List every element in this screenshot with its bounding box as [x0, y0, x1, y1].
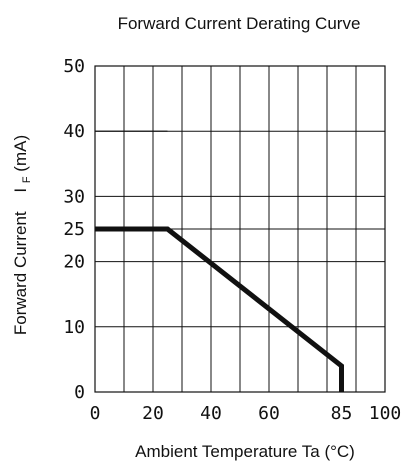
- x-tick-label: 60: [258, 403, 280, 424]
- plot-area: 0 20 40 60 85 100 0 10 20 25 30 40 50: [63, 56, 401, 424]
- x-tick-label: 0: [90, 403, 101, 424]
- x-tick-label: 85: [331, 403, 353, 424]
- svg-text:Forward Current I: Forward Current I F (mA): [11, 135, 34, 335]
- y-axis-label-symbol: I: [11, 188, 30, 193]
- y-axis-label-main: Forward Current: [11, 211, 30, 335]
- y-tick-label: 50: [63, 56, 85, 77]
- y-tick-label: 0: [74, 382, 85, 403]
- chart-title: Forward Current Derating Curve: [118, 14, 361, 33]
- y-tick-label: 20: [63, 252, 85, 273]
- x-tick-label: 20: [142, 403, 164, 424]
- y-axis-label-subscript: F: [21, 176, 33, 183]
- y-axis-label-unit: (mA): [11, 135, 30, 172]
- y-tick-label: 10: [63, 317, 85, 338]
- y-tick-label: 25: [63, 219, 85, 240]
- y-tick-label: 30: [63, 186, 85, 207]
- y-axis-label: Forward Current I F (mA): [11, 135, 34, 335]
- x-axis-label: Ambient Temperature Ta (°C): [135, 442, 355, 461]
- y-tick-label: 40: [63, 121, 85, 142]
- derating-curve: [95, 226, 344, 392]
- x-tick-label: 100: [369, 403, 402, 424]
- x-tick-label: 40: [200, 403, 222, 424]
